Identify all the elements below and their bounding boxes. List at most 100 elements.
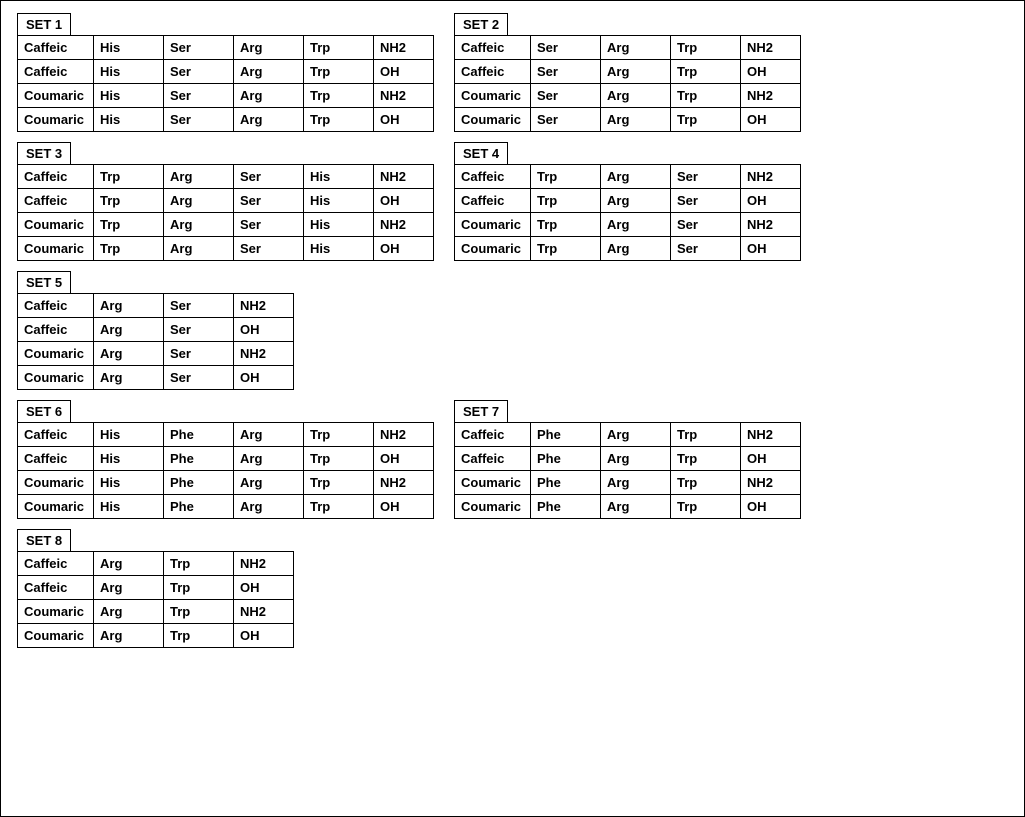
- table-row: Coumaric Trp Arg Ser His NH2: [18, 213, 434, 237]
- table-row: Coumaric Arg Trp NH2: [18, 600, 294, 624]
- cell: OH: [234, 624, 294, 648]
- cell: Ser: [531, 108, 601, 132]
- page-container: SET 1 Caffeic His Ser Arg Trp NH2 Caffei…: [0, 0, 1025, 817]
- cell: Arg: [601, 237, 671, 261]
- set3-table: Caffeic Trp Arg Ser His NH2 Caffeic Trp …: [17, 164, 434, 261]
- cell: OH: [741, 60, 801, 84]
- cell: NH2: [234, 552, 294, 576]
- cell: Ser: [164, 342, 234, 366]
- cell: Arg: [94, 600, 164, 624]
- cell: Ser: [164, 294, 234, 318]
- table-row: Caffeic Arg Trp OH: [18, 576, 294, 600]
- cell: Trp: [94, 213, 164, 237]
- cell: Coumaric: [18, 342, 94, 366]
- cell: Ser: [671, 189, 741, 213]
- cell: His: [94, 36, 164, 60]
- cell: Arg: [164, 189, 234, 213]
- set7-block: SET 7 Caffeic Phe Arg Trp NH2 Caffeic Ph…: [454, 400, 801, 519]
- set2-block: SET 2 Caffeic Ser Arg Trp NH2 Caffeic Se…: [454, 13, 801, 132]
- set7-title: SET 7: [454, 400, 508, 423]
- cell: NH2: [374, 36, 434, 60]
- set4-title: SET 4: [454, 142, 508, 165]
- table-row: Caffeic His Ser Arg Trp NH2: [18, 36, 434, 60]
- cell: Arg: [601, 189, 671, 213]
- cell: Trp: [304, 60, 374, 84]
- cell: Arg: [601, 165, 671, 189]
- set8-table: Caffeic Arg Trp NH2 Caffeic Arg Trp OH C…: [17, 551, 294, 648]
- cell: Coumaric: [455, 471, 531, 495]
- cell: Arg: [601, 60, 671, 84]
- cell: Trp: [304, 471, 374, 495]
- set2-title: SET 2: [454, 13, 508, 36]
- set5-block: SET 5 Caffeic Arg Ser NH2 Caffeic Arg Se…: [17, 271, 294, 390]
- cell: Phe: [531, 423, 601, 447]
- cell: Caffeic: [18, 189, 94, 213]
- table-row: Coumaric Phe Arg Trp OH: [455, 495, 801, 519]
- block-row: SET 8 Caffeic Arg Trp NH2 Caffeic Arg Tr…: [17, 529, 1008, 648]
- table-row: Caffeic Trp Arg Ser NH2: [455, 165, 801, 189]
- cell: Ser: [234, 189, 304, 213]
- cell: Trp: [94, 165, 164, 189]
- cell: Arg: [94, 294, 164, 318]
- cell: Arg: [94, 342, 164, 366]
- set1-block: SET 1 Caffeic His Ser Arg Trp NH2 Caffei…: [17, 13, 434, 132]
- cell: Ser: [671, 237, 741, 261]
- cell: His: [94, 495, 164, 519]
- cell: Caffeic: [455, 60, 531, 84]
- cell: Coumaric: [455, 108, 531, 132]
- cell: Trp: [304, 495, 374, 519]
- cell: Ser: [164, 84, 234, 108]
- cell: Coumaric: [18, 84, 94, 108]
- cell: Trp: [94, 189, 164, 213]
- cell: Phe: [164, 471, 234, 495]
- cell: Trp: [164, 576, 234, 600]
- cell: OH: [741, 108, 801, 132]
- cell: Phe: [531, 495, 601, 519]
- cell: OH: [374, 495, 434, 519]
- table-row: Coumaric Ser Arg Trp NH2: [455, 84, 801, 108]
- cell: Ser: [671, 165, 741, 189]
- cell: Ser: [531, 84, 601, 108]
- table-row: Coumaric Ser Arg Trp OH: [455, 108, 801, 132]
- set7-table: Caffeic Phe Arg Trp NH2 Caffeic Phe Arg …: [454, 422, 801, 519]
- cell: Trp: [671, 471, 741, 495]
- cell: Arg: [234, 471, 304, 495]
- cell: Arg: [601, 447, 671, 471]
- cell: Caffeic: [18, 447, 94, 471]
- cell: His: [94, 108, 164, 132]
- cell: Trp: [304, 36, 374, 60]
- cell: His: [94, 60, 164, 84]
- cell: OH: [374, 189, 434, 213]
- table-row: Caffeic Ser Arg Trp NH2: [455, 36, 801, 60]
- cell: Coumaric: [18, 366, 94, 390]
- cell: Phe: [164, 423, 234, 447]
- cell: Arg: [601, 471, 671, 495]
- cell: Arg: [234, 84, 304, 108]
- cell: Trp: [531, 213, 601, 237]
- cell: Trp: [531, 165, 601, 189]
- cell: Trp: [671, 84, 741, 108]
- cell: Trp: [304, 108, 374, 132]
- cell: Arg: [234, 108, 304, 132]
- cell: Trp: [164, 552, 234, 576]
- cell: Trp: [671, 495, 741, 519]
- block-row: SET 6 Caffeic His Phe Arg Trp NH2 Caffei…: [17, 400, 1008, 519]
- cell: Trp: [304, 423, 374, 447]
- table-row: Caffeic Arg Trp NH2: [18, 552, 294, 576]
- cell: Trp: [164, 624, 234, 648]
- table-row: Caffeic Phe Arg Trp NH2: [455, 423, 801, 447]
- cell: Phe: [531, 447, 601, 471]
- cell: Coumaric: [455, 237, 531, 261]
- cell: NH2: [741, 165, 801, 189]
- table-row: Coumaric Arg Trp OH: [18, 624, 294, 648]
- cell: Caffeic: [18, 423, 94, 447]
- cell: OH: [374, 237, 434, 261]
- cell: His: [304, 165, 374, 189]
- cell: Coumaric: [18, 108, 94, 132]
- cell: Arg: [94, 624, 164, 648]
- table-row: Caffeic Trp Arg Ser OH: [455, 189, 801, 213]
- table-row: Coumaric His Ser Arg Trp NH2: [18, 84, 434, 108]
- set6-table: Caffeic His Phe Arg Trp NH2 Caffeic His …: [17, 422, 434, 519]
- cell: NH2: [374, 213, 434, 237]
- cell: NH2: [374, 471, 434, 495]
